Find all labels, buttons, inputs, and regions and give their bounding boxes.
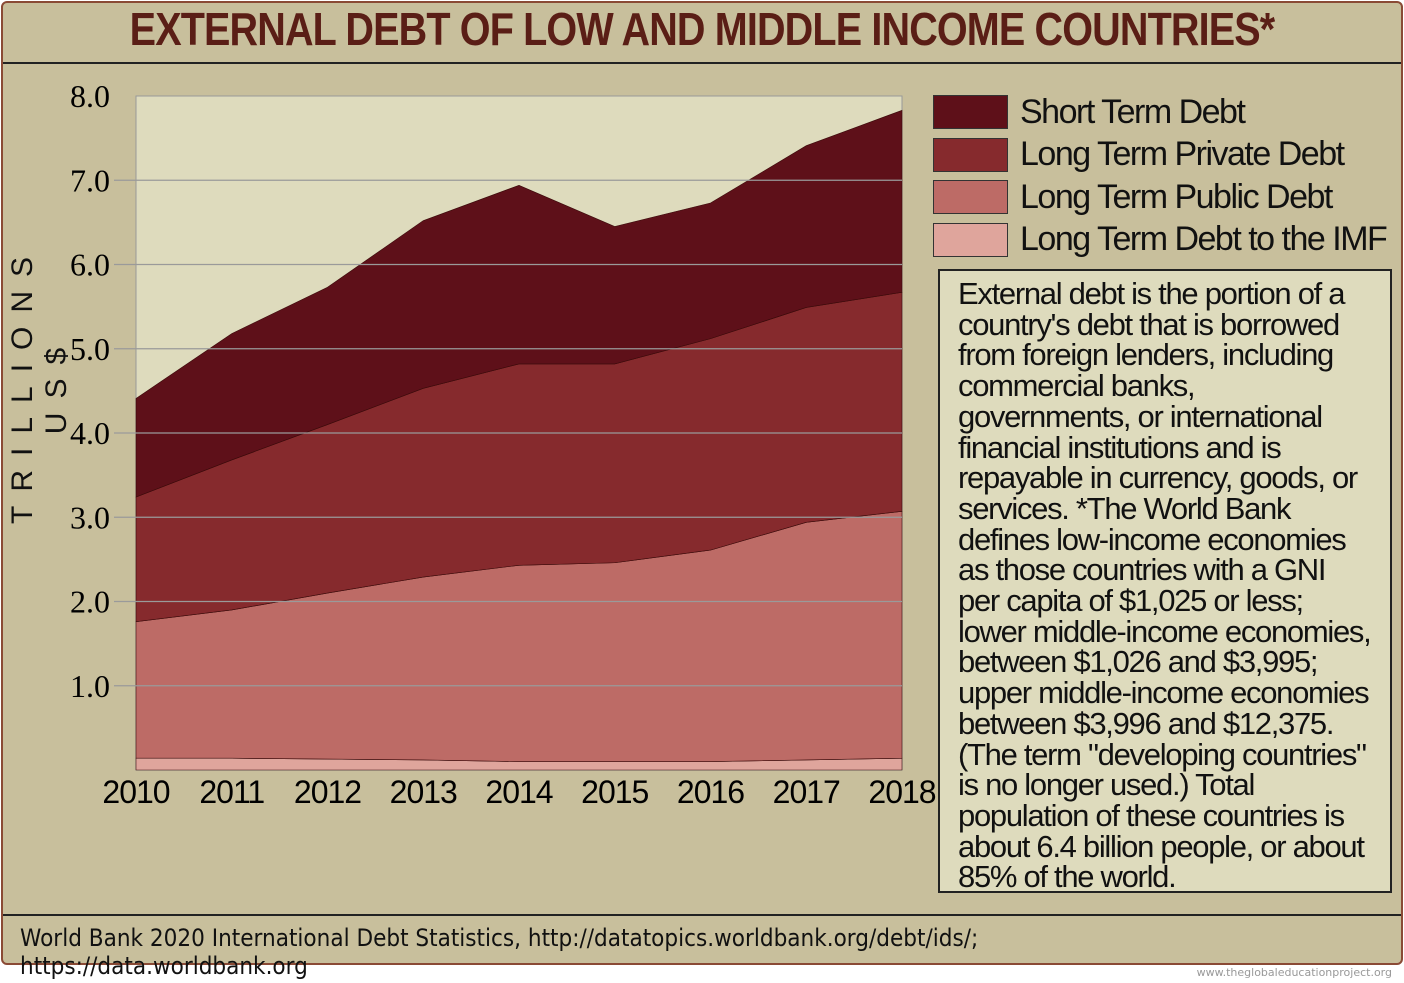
- x-tick-label: 2017: [773, 774, 840, 810]
- footer-divider: [3, 914, 1401, 916]
- x-tick-label: 2016: [677, 774, 744, 810]
- legend-label: Long Term Debt to the IMF: [1020, 220, 1388, 258]
- explanatory-note: External debt is the portion of a countr…: [938, 269, 1392, 893]
- x-tick-label: 2015: [581, 774, 648, 810]
- x-tick-label: 2012: [294, 774, 361, 810]
- legend-item: Long Term Private Debt: [933, 135, 1345, 173]
- y-tick-label: 8.0: [70, 78, 110, 114]
- y-tick-label: 4.0: [70, 415, 110, 451]
- x-tick-label: 2010: [102, 774, 169, 810]
- x-tick-label: 2011: [199, 774, 264, 810]
- y-tick-label: 1.0: [70, 668, 110, 704]
- y-tick-label: 6.0: [70, 247, 110, 283]
- credit-watermark: www.theglobaleducationproject.org: [1196, 966, 1392, 979]
- legend-swatch: [933, 222, 1008, 257]
- legend-label: Short Term Debt: [1020, 92, 1246, 131]
- legend-label: Long Term Private Debt: [1020, 135, 1345, 173]
- chart-title: EXTERNAL DEBT OF LOW AND MIDDLE INCOME C…: [129, 3, 1276, 55]
- y-tick-label: 2.0: [70, 584, 110, 620]
- x-tick-label: 2014: [485, 774, 552, 810]
- legend-item: Long Term Public Debt: [933, 177, 1333, 216]
- y-tick-label: 3.0: [70, 499, 110, 535]
- legend-item: Long Term Debt to the IMF: [933, 220, 1388, 258]
- x-tick-label: 2018: [868, 774, 935, 810]
- x-tick-label: 2013: [390, 774, 457, 810]
- y-tick-label: 5.0: [70, 331, 110, 367]
- legend-swatch: [933, 180, 1008, 214]
- y-tick-label: 7.0: [70, 162, 110, 198]
- area-short-term-debt: [135, 109, 903, 498]
- legend-swatch: [933, 137, 1008, 172]
- title-divider: [3, 62, 1401, 64]
- legend-label: Long Term Public Debt: [1020, 177, 1333, 216]
- source-citation: World Bank 2020 International Debt Stati…: [20, 924, 979, 980]
- legend-item: Short Term Debt: [933, 92, 1246, 131]
- legend-swatch: [933, 95, 1008, 129]
